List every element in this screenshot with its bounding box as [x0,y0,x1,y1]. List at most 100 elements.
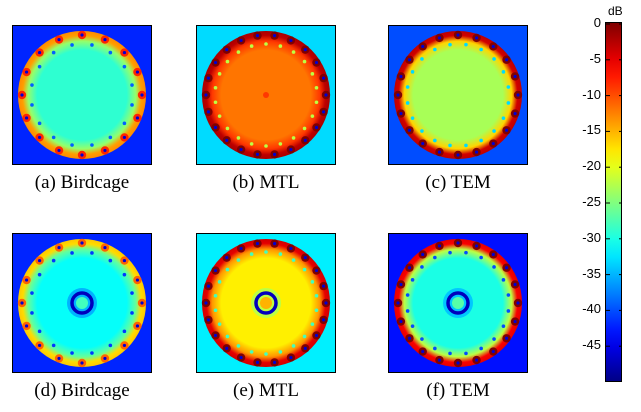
rim-null-spot [504,336,509,340]
heatmap-panel-e [196,233,336,373]
rim-null-spot [437,244,442,248]
rim-null-spot [456,153,460,157]
inner-cold-spot [264,250,268,254]
inner-cold-spot [70,43,74,47]
inner-cold-spot [501,70,506,74]
inner-cold-spot [479,346,483,351]
inner-cold-spot [310,72,315,76]
inner-cold-spot [420,337,424,341]
inner-cold-spot [492,129,496,133]
heatmap-panel-d [12,233,152,373]
rim-null-spot [37,258,42,263]
rim-null-spot [396,93,400,97]
heatmap-a-svg [13,26,151,164]
inner-cold-spot [51,258,56,263]
inner-cold-spot [217,72,222,76]
rim-null-spot [20,301,24,305]
colorbar-tick-label: -35 [582,265,601,281]
rim-null-spot [474,150,479,154]
inner-cold-spot [30,311,34,315]
inner-cold-spot [37,272,42,277]
heatmap-panel-a [12,25,152,165]
rim-null-spot [225,346,229,350]
rim-null-spot [213,333,218,338]
inner-cold-spot [420,265,424,269]
center-null-ring [70,291,94,315]
inner-cold-spot [314,100,319,105]
rim-null-spot [321,76,326,80]
rim-null-spot [255,360,260,364]
inner-cold-spot [479,138,483,143]
colorbar-tick-label: 0 [593,15,601,30]
inner-cold-spot [108,50,113,55]
inner-cold-spot [310,322,315,326]
rim-null-spot [206,110,211,114]
inner-cold-spot [501,278,506,282]
inner-cold-spot [410,324,415,328]
rim-null-spot [516,93,520,97]
inner-cold-spot [479,255,483,260]
rim-null-spot [57,356,61,361]
inner-cold-spot [130,103,134,107]
inner-cold-spot [51,343,56,348]
inner-cold-spot [213,308,218,313]
rim-null-spot [213,268,218,273]
rim-null-spot [24,324,29,328]
inner-cold-spot [420,129,424,133]
colorbar-tick-label: -40 [582,301,601,317]
rim-null-spot [289,355,293,360]
rim-null-spot [272,152,277,156]
inner-cold-spot [405,101,410,105]
rim-null-spot [396,301,400,305]
colorbar-tick-label: -45 [582,337,601,353]
rim-null-spot [504,128,509,132]
inner-cold-spot [433,255,437,260]
rim-null-spot [213,125,218,130]
inner-cold-spot [448,143,452,148]
rim-null-spot [504,266,509,270]
inner-cold-spot [464,143,468,148]
rim-null-spot [474,358,479,362]
inner-cold-spot [492,57,496,61]
inner-cold-spot [108,135,113,140]
inner-cold-spot [225,267,230,272]
rim-null-spot [437,36,442,40]
rim-null-spot [103,356,107,361]
caption-e: (e) MTL [233,380,299,401]
inner-cold-spot [310,114,315,118]
inner-cold-spot [236,50,241,54]
inner-cold-spot [448,42,452,47]
rim-null-spot [37,50,42,55]
inner-cold-spot [37,64,42,69]
inner-cold-spot [501,116,506,120]
inner-cold-spot [264,352,268,356]
rim-null-spot [407,128,412,132]
rim-null-spot [225,138,229,142]
rim-null-spot [135,278,140,282]
heatmap-panel-b [196,25,336,165]
rim-null-spot [272,242,277,246]
rim-null-spot [80,361,84,365]
rim-null-spot [303,138,307,142]
inner-cold-spot [90,43,94,47]
inner-cold-spot [225,59,230,64]
rim-null-spot [303,346,307,350]
rim-null-spot [421,252,425,257]
phantom-disk [18,31,146,159]
rim-null-spot [407,336,412,340]
rim-null-spot [135,324,140,328]
caption-f: (f) TEM [426,380,490,401]
inner-cold-spot [130,291,134,295]
inner-cold-spot [90,351,94,355]
inner-cold-spot [225,126,230,131]
inner-cold-spot [236,344,241,348]
inner-cold-spot [291,136,296,140]
inner-cold-spot [30,291,34,295]
rim-null-spot [491,44,495,49]
rim-null-spot [491,252,495,257]
caption-c: (c) TEM [425,172,491,193]
rim-null-spot [206,284,211,288]
inner-cold-spot [302,267,307,272]
inner-cold-spot [30,83,34,87]
inner-cold-spot [130,83,134,87]
